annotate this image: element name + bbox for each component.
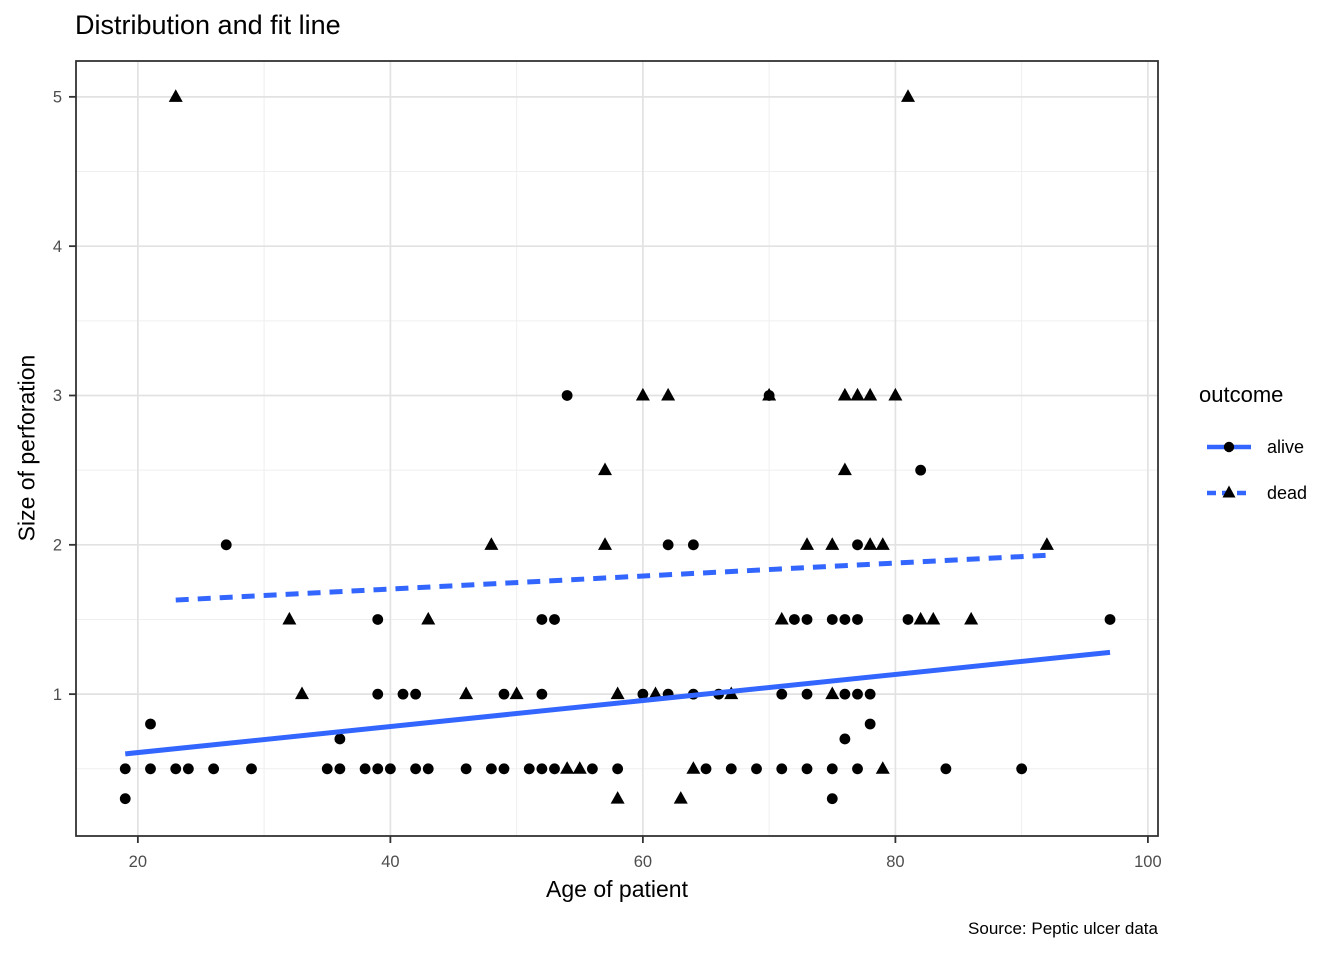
legend-label-alive: alive	[1267, 436, 1305, 457]
svg-text:60: 60	[634, 853, 652, 871]
svg-text:40: 40	[381, 853, 399, 871]
legend-entry-dead: dead	[1199, 476, 1307, 510]
legend-entry-alive: alive	[1199, 430, 1307, 464]
legend-title: outcome	[1199, 382, 1284, 407]
legend-label-dead: dead	[1267, 482, 1308, 503]
svg-text:2: 2	[53, 537, 62, 555]
svg-text:5: 5	[53, 89, 62, 107]
legend: outcome alive dead	[1199, 382, 1307, 522]
svg-text:4: 4	[53, 238, 62, 256]
dashed-line-triangle-icon	[1207, 485, 1251, 498]
chart-title: Distribution and fit line	[75, 10, 341, 40]
svg-text:100: 100	[1134, 853, 1162, 871]
svg-text:80: 80	[886, 853, 904, 871]
source-caption: Source: Peptic ulcer data	[968, 919, 1158, 938]
svg-text:1: 1	[53, 686, 62, 704]
svg-text:3: 3	[53, 387, 62, 405]
x-axis-title: Age of patient	[546, 876, 688, 902]
svg-text:20: 20	[129, 853, 147, 871]
y-axis-title: Size of perforation	[13, 354, 40, 542]
solid-line-circle-icon	[1207, 441, 1251, 453]
